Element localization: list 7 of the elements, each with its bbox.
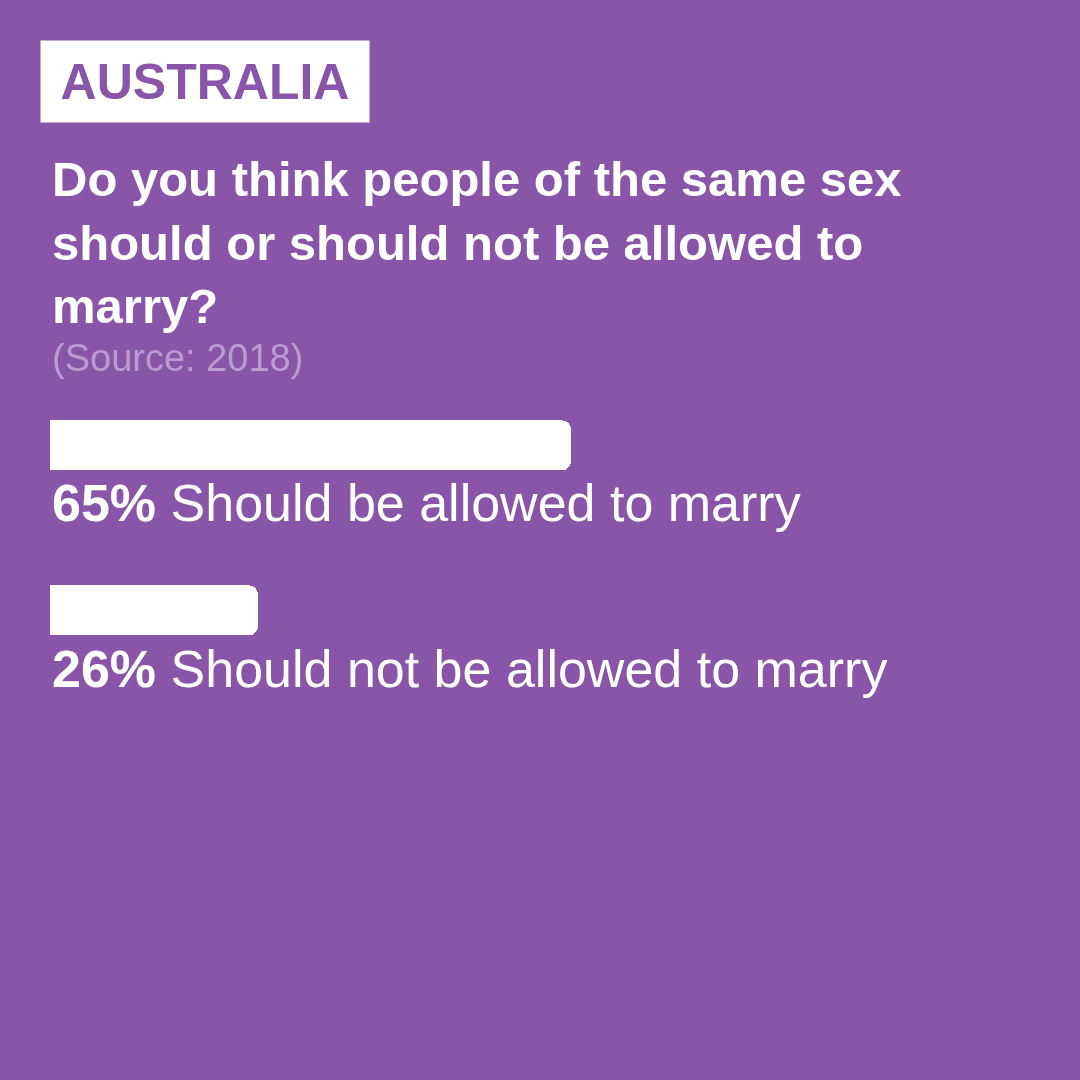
chart-subtitle: Do you think people of the same sex should or should not be allowed to marry? [52,152,902,334]
text: (Source: 2018) [52,337,304,379]
data-label: 26% [52,640,157,698]
chart-title: AUSTRALIA [60,53,350,110]
y-tick-label: Should not be allowed to marry [170,640,888,698]
y-tick-label: Should be allowed to marry [170,474,801,532]
data-label: 65% [52,474,157,532]
